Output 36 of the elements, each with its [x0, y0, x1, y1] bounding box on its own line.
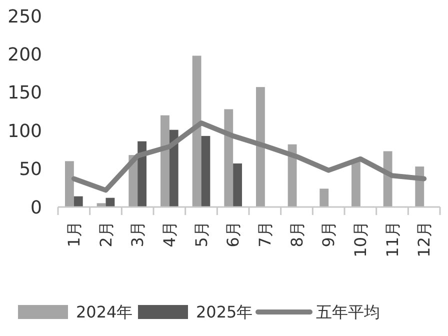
bar: [201, 136, 210, 207]
y-tick-label: 250: [8, 6, 42, 28]
bar: [288, 144, 297, 207]
legend-label: 2024年: [76, 302, 133, 322]
bar: [169, 130, 178, 207]
x-tick-label: 2月: [96, 221, 116, 248]
bar: [96, 203, 106, 207]
x-tick-label: 6月: [224, 221, 243, 248]
x-tick-label: 7月: [256, 221, 275, 248]
x-tick-label: 12月: [414, 221, 434, 258]
bar: [192, 56, 202, 207]
x-tick-label: 5月: [192, 221, 211, 248]
bar: [74, 196, 83, 207]
y-tick-label: 50: [19, 159, 42, 180]
bar: [383, 151, 392, 207]
x-tick-label: 8月: [287, 221, 306, 248]
bar: [138, 141, 146, 207]
bar: [224, 109, 234, 207]
legend-label: 2025年: [196, 302, 253, 322]
x-tick-label: 4月: [160, 221, 180, 248]
y-tick-label: 100: [8, 120, 42, 142]
y-tick-label: 150: [8, 82, 42, 104]
x-tick-label: 3月: [128, 221, 148, 248]
bar: [160, 115, 170, 207]
x-tick-label: 10月: [351, 221, 370, 258]
y-tick-label: 200: [8, 44, 42, 66]
bar: [256, 87, 265, 207]
bar: [352, 160, 360, 207]
x-tick-label: 9月: [319, 221, 338, 248]
bar: [65, 161, 74, 207]
y-tick-label: 0: [30, 197, 42, 218]
bar: [233, 163, 242, 207]
legend-label: 五年平均: [316, 302, 380, 322]
x-tick-label: 11月: [382, 221, 402, 258]
x-tick-label: 1月: [64, 221, 84, 248]
bar: [320, 188, 329, 207]
